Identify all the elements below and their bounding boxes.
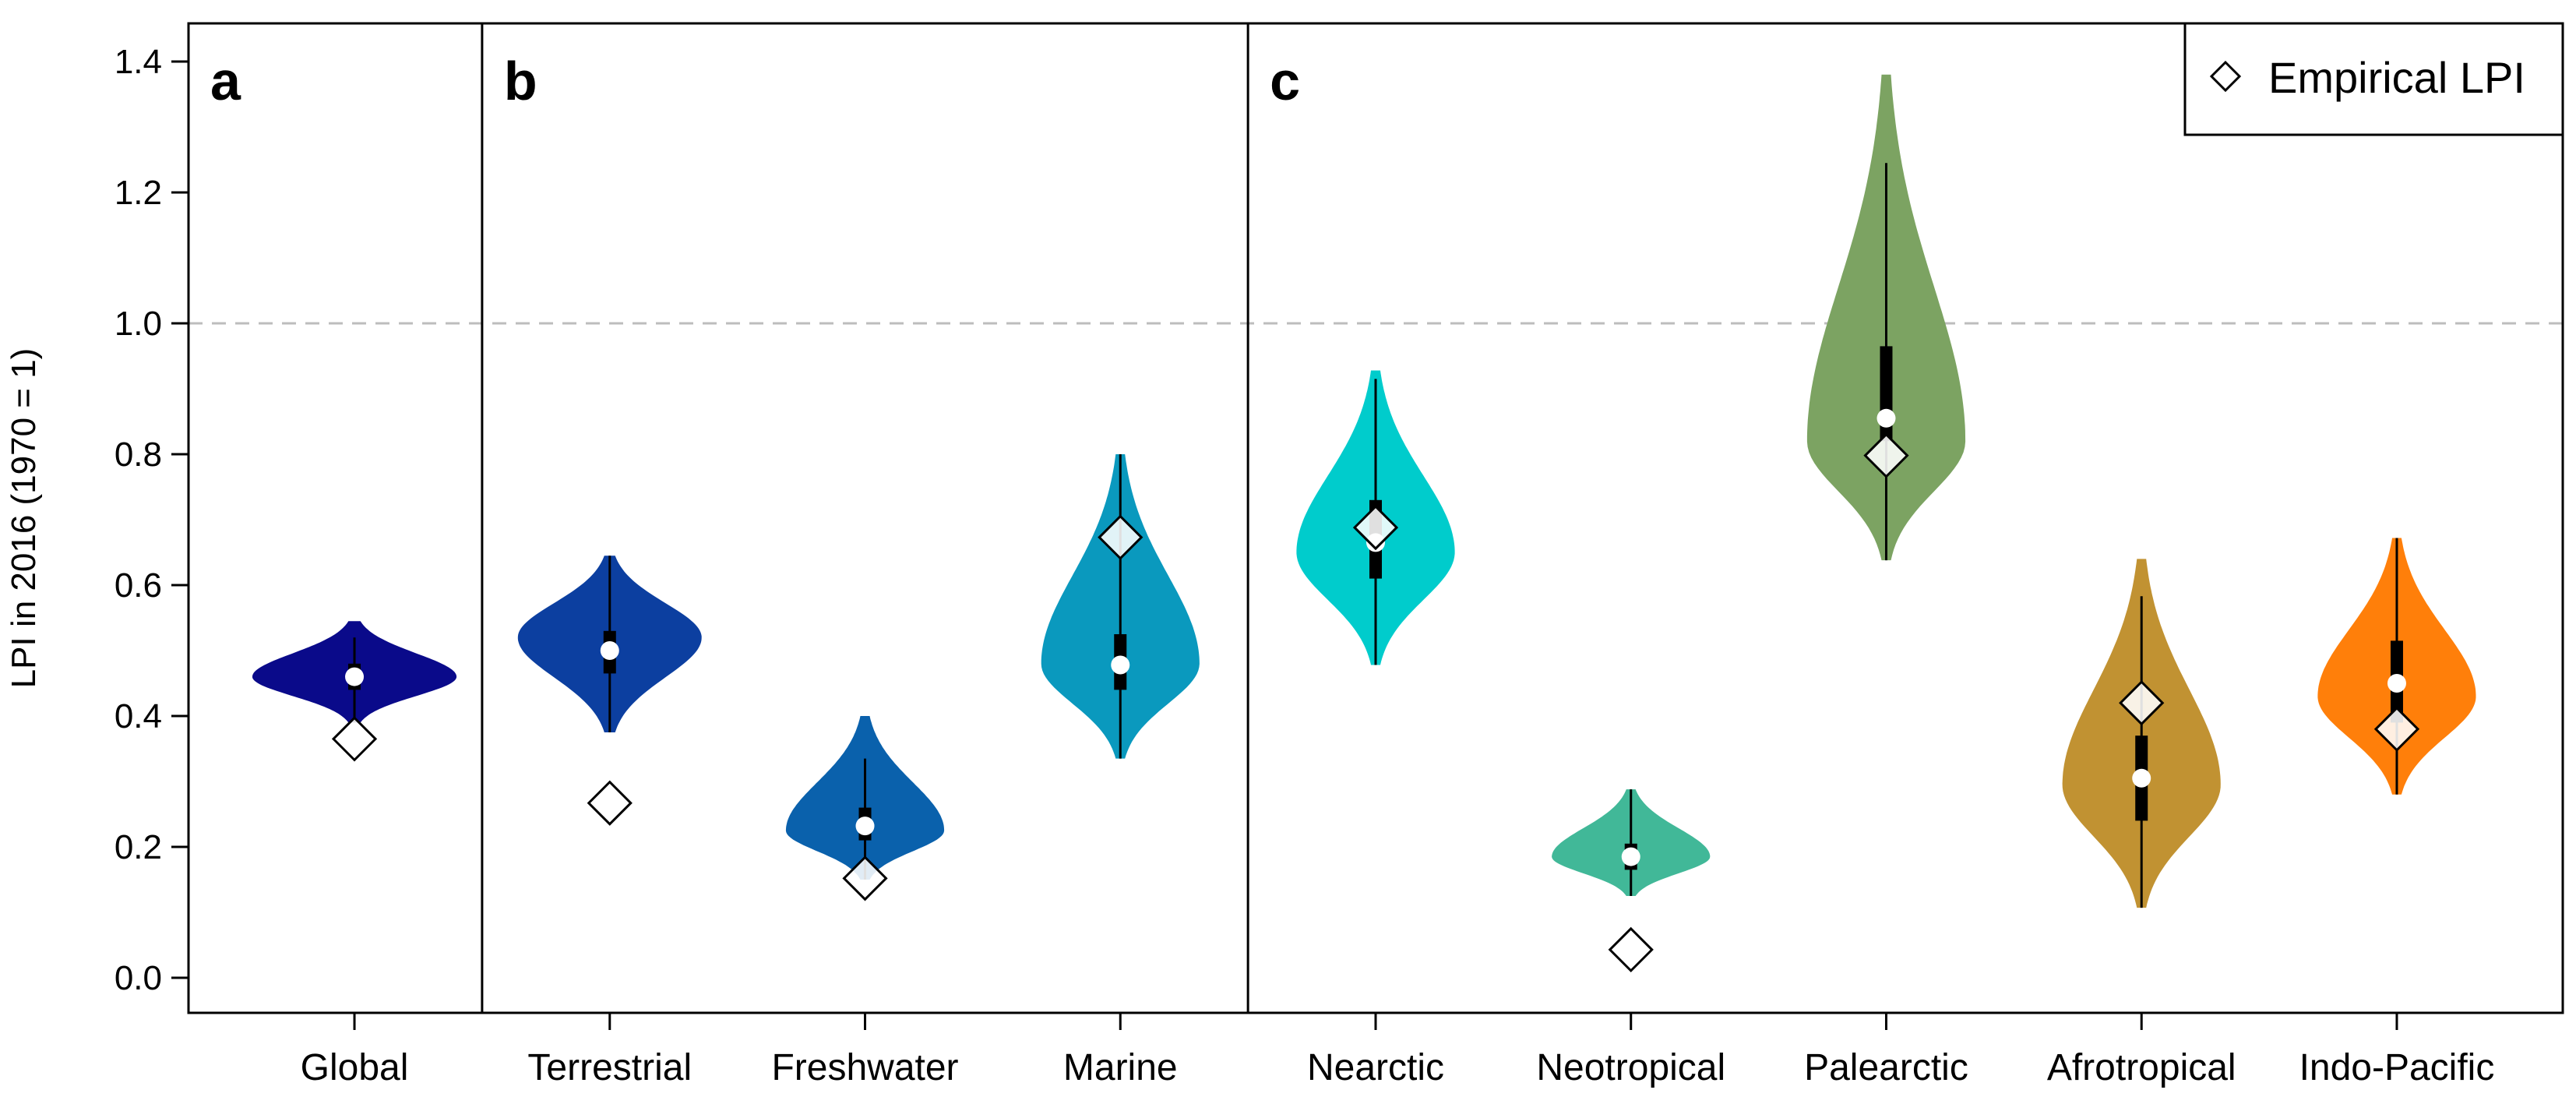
panel-letter-b: b bbox=[504, 51, 537, 111]
violin-median-dot bbox=[2132, 768, 2151, 788]
y-tick-label: 0.6 bbox=[115, 566, 162, 605]
violin-global bbox=[252, 621, 457, 762]
legend: Empirical LPI bbox=[2183, 22, 2564, 136]
x-tick-label: Freshwater bbox=[771, 1047, 958, 1088]
violin-median-dot bbox=[345, 667, 365, 686]
violin-afrotropical bbox=[2062, 559, 2221, 908]
empirical-lpi-marker bbox=[2373, 706, 2420, 752]
violin-marine bbox=[1041, 454, 1200, 759]
violin-median-dot bbox=[1111, 655, 1130, 675]
empirical-lpi-marker bbox=[331, 716, 378, 762]
violin-indo-pacific bbox=[2317, 538, 2476, 795]
y-tick-label: 0.0 bbox=[115, 959, 162, 997]
x-tick-label: Nearctic bbox=[1307, 1047, 1444, 1088]
empirical-lpi-marker bbox=[842, 855, 888, 901]
empirical-lpi-marker bbox=[1352, 504, 1399, 551]
violin-palearctic bbox=[1806, 74, 1966, 561]
violin-median-dot bbox=[1621, 847, 1640, 866]
violin-median-dot bbox=[600, 641, 619, 660]
empirical-lpi-marker bbox=[1608, 926, 1654, 973]
x-tick-label: Neotropical bbox=[1536, 1047, 1725, 1088]
empirical-lpi-marker bbox=[1863, 432, 1909, 478]
y-tick-label: 1.2 bbox=[115, 174, 162, 212]
legend-label: Empirical LPI bbox=[2268, 53, 2525, 102]
y-tick-label: 0.2 bbox=[115, 828, 162, 866]
x-tick-label: Marine bbox=[1063, 1047, 1178, 1088]
y-tick-label: 1.4 bbox=[115, 43, 162, 81]
x-tick-label: Global bbox=[301, 1047, 409, 1088]
panel-letter-a: a bbox=[210, 51, 241, 111]
legend-box bbox=[2183, 22, 2564, 136]
x-tick-label: Indo-Pacific bbox=[2299, 1047, 2495, 1088]
plot-frame bbox=[187, 22, 2564, 1014]
violin-median-dot bbox=[1876, 408, 1896, 428]
y-axis-title: LPI in 2016 (1970 = 1) bbox=[5, 348, 43, 689]
panel-letter-c: c bbox=[1270, 51, 1300, 111]
empirical-lpi-marker bbox=[2119, 680, 2165, 726]
y-tick-label: 0.4 bbox=[115, 697, 162, 735]
empirical-lpi-marker bbox=[587, 780, 633, 826]
legend-diamond-icon bbox=[2209, 60, 2242, 93]
violin-nearctic bbox=[1296, 370, 1455, 665]
x-tick-label: Afrotropical bbox=[2047, 1047, 2236, 1088]
y-tick-label: 0.8 bbox=[115, 436, 162, 474]
violin-neotropical bbox=[1552, 789, 1711, 973]
x-tick-label: Palearctic bbox=[1804, 1047, 1968, 1088]
violin-freshwater bbox=[785, 716, 945, 901]
empirical-lpi-marker bbox=[1098, 514, 1144, 560]
x-tick-label: Terrestrial bbox=[527, 1047, 692, 1088]
violin-median-dot bbox=[855, 817, 875, 836]
violin-median-dot bbox=[2387, 674, 2406, 693]
violin-terrestrial bbox=[517, 556, 702, 826]
y-tick-label: 1.0 bbox=[115, 305, 162, 343]
